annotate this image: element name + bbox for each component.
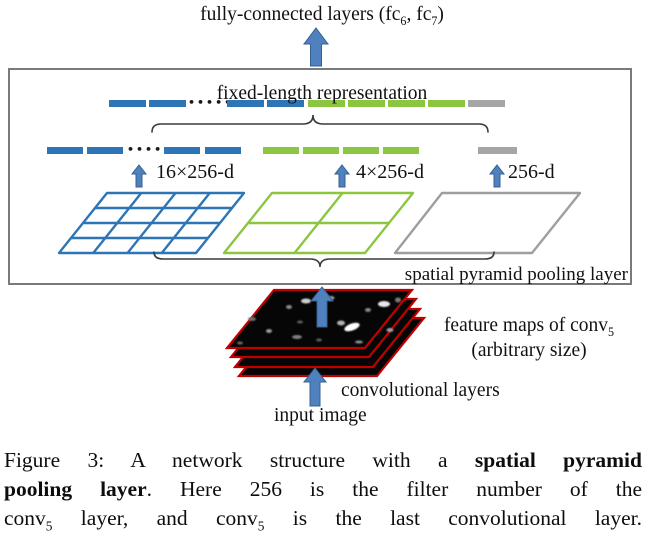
up-arrow-icon xyxy=(130,164,148,188)
spp-layer-label: spatial pyramid pooling layer xyxy=(404,264,628,285)
figure-caption: Figure 3: A network structure with a spa… xyxy=(4,446,642,540)
caption-line-2: pooling layer. Here 256 is the filter nu… xyxy=(4,477,642,501)
feature-bar-green xyxy=(388,100,425,107)
up-arrow-icon xyxy=(488,164,506,188)
feature-bar-blue xyxy=(47,147,83,154)
pool-grid-2x2 xyxy=(222,191,415,255)
fixed-length-label: fixed-length representation xyxy=(216,83,428,104)
feature-bar-blue xyxy=(87,147,123,154)
dim-label-256: 256-d xyxy=(508,161,555,183)
caption-line-3: conv5 layer, and conv5 is the last convo… xyxy=(4,506,642,534)
fc-layers-label: fully-connected layers (fc6, fc7) xyxy=(200,4,444,28)
dim-label-16x256: 16×256-d xyxy=(156,161,234,183)
feature-bar-green xyxy=(383,147,419,154)
up-arrow-icon xyxy=(333,164,351,188)
concat-brace xyxy=(151,114,489,133)
feature-bar-blue xyxy=(267,100,304,107)
caption-line-1: Figure 3: A network structure with a spa… xyxy=(4,448,642,472)
feature-maps-label: feature maps of conv5 (arbitrary size) xyxy=(443,315,615,361)
pool-grid-4x4 xyxy=(57,191,246,255)
input-image-label: input image xyxy=(274,405,367,426)
feature-bar-blue xyxy=(109,100,146,107)
feature-bar-green xyxy=(303,147,339,154)
dim-label-4x256: 4×256-d xyxy=(356,161,424,183)
feature-bar-blue xyxy=(227,100,264,107)
feature-bar-green xyxy=(308,100,345,107)
conv-layers-label: convolutional layers xyxy=(341,380,500,401)
feature-bar-gray xyxy=(468,100,505,107)
feature-bar-green xyxy=(343,147,379,154)
up-arrow-icon xyxy=(302,367,328,407)
feature-bar-green xyxy=(428,100,465,107)
pool-grid-1x1 xyxy=(393,191,582,255)
feature-bar-blue xyxy=(149,100,186,107)
spp-brace xyxy=(153,251,495,268)
feature-bar-blue xyxy=(205,147,241,154)
feature-bar-green xyxy=(348,100,385,107)
feature-bar-blue xyxy=(164,147,200,154)
up-arrow-icon xyxy=(303,27,329,67)
feature-bar-green xyxy=(263,147,299,154)
up-arrow-icon xyxy=(309,286,335,328)
feature-bar-gray xyxy=(478,147,517,154)
